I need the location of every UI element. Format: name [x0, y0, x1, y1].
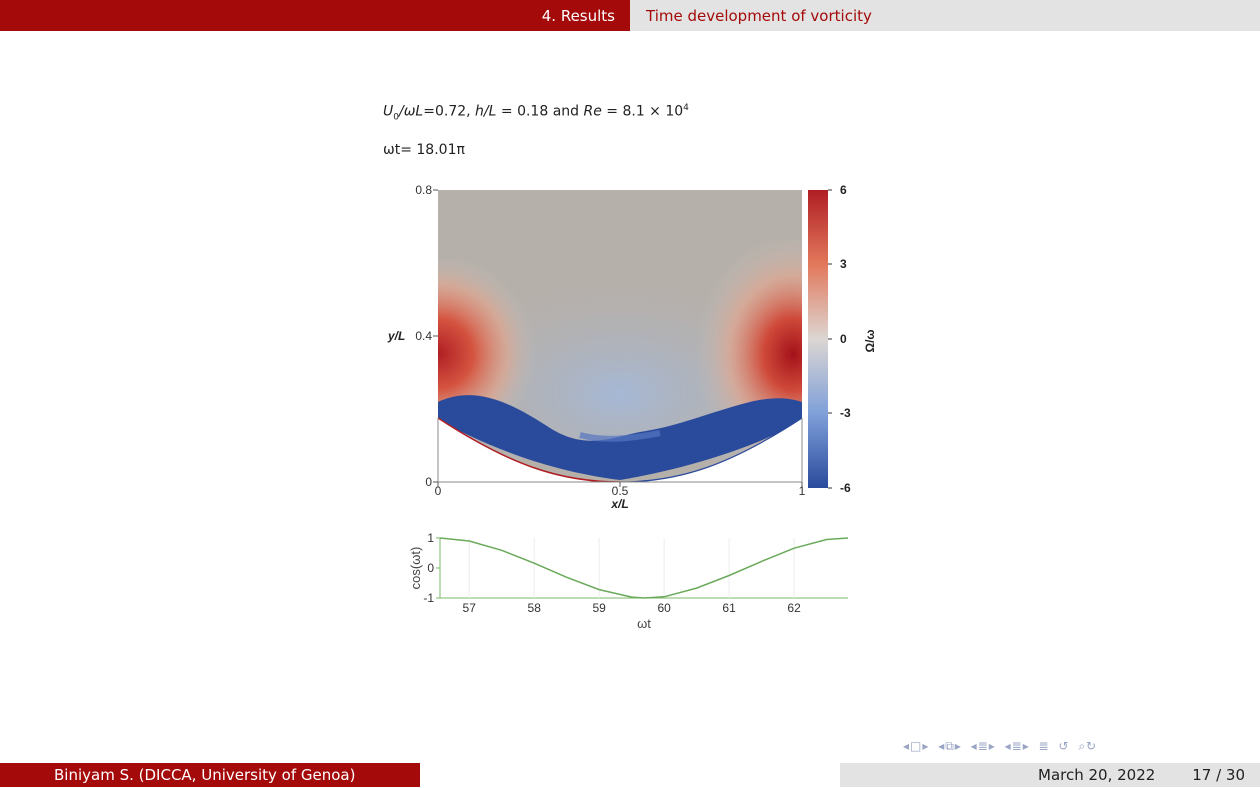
section-prev-icon[interactable]: ◂⧉▸	[938, 739, 962, 753]
y-tick-1: 0.4	[415, 329, 432, 343]
u0-rest: /ωL	[398, 103, 424, 120]
header-subsection-label: Time development of vorticity	[646, 7, 872, 25]
cos-y-tick: 1	[427, 531, 434, 545]
cos-x-tick: 61	[722, 601, 736, 615]
colorbar: 6 3 0 -3 -6 Ω/ω	[808, 183, 877, 495]
footer-date: March 20, 2022	[1038, 766, 1156, 784]
cos-x-label: ωt	[637, 616, 651, 631]
footer-author-label: Biniyam S. (DICCA, University of Genoa)	[54, 766, 356, 784]
time-label: ωt= 18.01π	[383, 142, 465, 158]
y-axis: 0 0.4 0.8 y/L	[387, 183, 438, 489]
cos-x-tick: 58	[528, 601, 542, 615]
cos-x-ticks: 57 58 59 60 61 62	[463, 601, 802, 615]
x-axis-label: x/L	[610, 497, 628, 511]
x-axis: 0 0.5 1 x/L	[435, 482, 806, 511]
search-icon[interactable]: ↺	[1058, 739, 1070, 753]
u0-symbol: U	[383, 103, 394, 120]
colorbar-tick-m3: -3	[840, 406, 851, 420]
y-axis-label: y/L	[387, 329, 405, 343]
colorbar-label: Ω/ω	[863, 329, 877, 352]
colorbar-tick-6: 6	[840, 183, 847, 197]
x-tick-1: 0.5	[612, 484, 629, 498]
re-value: = 8.1 × 10	[601, 103, 684, 120]
cos-x-tick: 62	[787, 601, 801, 615]
header-section: 4. Results	[0, 0, 630, 31]
cos-y-ticks: 1 0 -1	[423, 531, 440, 605]
colorbar-tick-m6: -6	[840, 481, 851, 495]
beamer-navigation[interactable]: ◂□▸ ◂⧉▸ ◂≣▸ ◂≣▸ ≣ ↺ ⌕↻	[903, 739, 1101, 754]
re-symbol: Re	[583, 103, 602, 120]
cos-y-tick: -1	[423, 591, 434, 605]
frame-prev-icon[interactable]: ◂□▸	[903, 739, 930, 753]
re-exponent: 4	[683, 103, 689, 113]
cos-x-tick: 60	[657, 601, 671, 615]
parameters-text: U0/ωL=0.72, h/L = 0.18 and Re = 8.1 × 10…	[383, 103, 689, 122]
cos-y-label: cos(ωt)	[408, 547, 423, 590]
cos-series-line	[439, 537, 849, 599]
align-icon[interactable]: ≣	[1038, 739, 1050, 753]
colorbar-tick-0: 0	[840, 332, 847, 346]
colorbar-tick-3: 3	[840, 257, 847, 271]
contour-field	[438, 190, 802, 482]
h-value: = 0.18 and	[496, 103, 584, 120]
undo-icon[interactable]: ⌕↻	[1078, 739, 1098, 753]
x-tick-2: 1	[799, 484, 806, 498]
subsection-prev-icon[interactable]: ◂≣▸	[970, 739, 996, 753]
header-subsection: Time development of vorticity	[630, 0, 1260, 31]
vorticity-contour-plot: 0 0.4 0.8 y/L 0 0.5 1 x/L 6 3 0 -3 -6 Ω/…	[387, 183, 877, 511]
u0-value: =0.72,	[423, 103, 476, 120]
footer-author: Biniyam S. (DICCA, University of Genoa)	[0, 763, 420, 787]
footer-info: March 20, 2022 17 / 30	[840, 763, 1260, 787]
h-symbol: h/L	[475, 103, 497, 120]
u0-sub: 0	[393, 112, 399, 123]
cos-y-tick: 0	[427, 561, 434, 575]
y-tick-2: 0.8	[415, 183, 432, 197]
x-tick-0: 0	[435, 484, 442, 498]
cos-x-tick: 59	[592, 601, 606, 615]
footer-title	[420, 763, 840, 787]
y-tick-0: 0	[425, 475, 432, 489]
subsection-next-icon[interactable]: ◂≣▸	[1004, 739, 1030, 753]
footer-page-number: 17 / 30	[1192, 766, 1245, 784]
cos-line-chart: 1 0 -1 57 58 59 60 61 62 cos(ωt) ωt	[408, 531, 849, 631]
cos-x-tick: 57	[463, 601, 477, 615]
header-section-label: 4. Results	[541, 7, 615, 25]
